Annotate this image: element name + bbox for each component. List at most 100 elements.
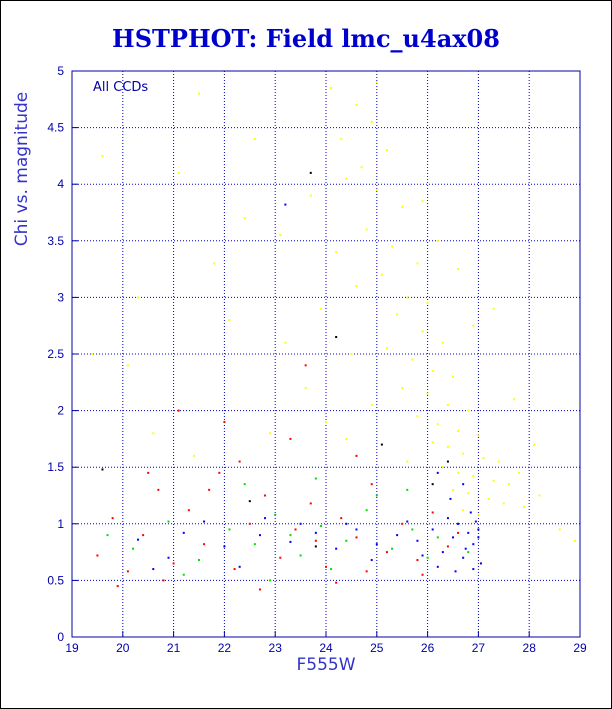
data-point-black (309, 171, 312, 174)
data-point-green (365, 509, 368, 512)
data-point-green (391, 547, 394, 550)
data-point-red (340, 517, 343, 520)
y-tick-label: 3 (57, 290, 64, 304)
data-point-yellow (91, 353, 94, 355)
data-point-blue (335, 547, 338, 550)
data-point-blue (167, 556, 170, 559)
data-point-green (228, 528, 231, 531)
data-point-yellow (126, 364, 129, 367)
data-point-yellow (279, 234, 282, 237)
data-point-green (131, 547, 134, 550)
data-point-red (126, 570, 129, 573)
data-point-yellow (457, 429, 460, 432)
data-point-yellow (360, 166, 363, 169)
x-tick-label: 22 (218, 641, 232, 655)
data-point-blue (203, 520, 206, 523)
y-tick-label: 1.5 (47, 460, 64, 474)
data-point-yellow (380, 273, 383, 276)
data-point-green (167, 520, 170, 523)
data-point-yellow (497, 460, 500, 463)
data-point-red (233, 568, 236, 571)
data-point-yellow (309, 194, 312, 197)
data-point-yellow (487, 497, 490, 500)
data-point-yellow (502, 502, 505, 505)
x-tick-label: 25 (370, 641, 384, 655)
data-point-black (101, 468, 104, 471)
data-point-red (187, 509, 190, 512)
y-tick-label: 3.5 (47, 234, 64, 248)
data-point-green (436, 536, 439, 539)
data-point-blue (223, 545, 226, 548)
data-point-blue (436, 471, 439, 474)
data-point-red (147, 471, 150, 474)
data-point-yellow (335, 251, 338, 254)
data-point-blue (469, 511, 472, 514)
data-point-blue (449, 497, 452, 500)
data-point-yellow (457, 471, 460, 474)
data-point-red (223, 420, 226, 423)
data-point-blue (472, 568, 475, 571)
data-point-blue (477, 536, 480, 539)
y-tick-label: 2 (57, 404, 64, 418)
data-point-red (370, 483, 373, 486)
x-tick-label: 20 (116, 641, 130, 655)
data-point-yellow (253, 137, 256, 140)
data-point-red (431, 511, 434, 514)
data-point-blue (396, 534, 399, 537)
data-point-red (238, 460, 241, 463)
data-point-yellow (431, 369, 434, 372)
data-point-yellow (472, 475, 475, 478)
data-point-yellow (355, 285, 358, 288)
data-point-blue (264, 517, 267, 520)
data-point-blue (375, 543, 378, 546)
data-point-blue (238, 565, 241, 568)
data-point-yellow (421, 330, 424, 333)
y-tick-label: 4.5 (47, 121, 64, 135)
x-tick-label: 24 (319, 641, 333, 655)
x-tick-label: 28 (523, 641, 537, 655)
data-point-yellow (345, 437, 348, 440)
data-point-red (325, 565, 327, 568)
data-point-red (96, 554, 99, 557)
data-point-yellow (411, 358, 414, 361)
data-point-yellow (319, 307, 322, 310)
data-point-green (426, 556, 429, 559)
data-point-yellow (365, 228, 368, 231)
data-point-yellow (401, 205, 404, 208)
y-axis-title: Chi vs. magnitude (12, 92, 32, 246)
data-point-yellow (370, 120, 373, 123)
data-point-green (243, 483, 246, 486)
data-point-green (319, 525, 322, 528)
data-point-blue (462, 483, 465, 486)
data-point-yellow (228, 319, 231, 322)
data-point-yellow (375, 188, 378, 191)
data-point-black (380, 443, 383, 446)
data-point-blue (441, 551, 444, 554)
data-point-red (294, 528, 297, 531)
data-point-yellow (436, 423, 439, 426)
data-point-yellow (441, 466, 444, 469)
data-point-yellow (325, 420, 327, 423)
data-point-blue (137, 538, 140, 541)
data-point-yellow (436, 239, 439, 242)
data-point-black (431, 483, 434, 486)
x-tick-label: 29 (573, 641, 587, 655)
data-point-green (253, 543, 256, 546)
data-point-green (406, 488, 409, 491)
data-point-blue (479, 562, 482, 565)
data-point-red (208, 488, 211, 491)
data-point-yellow (416, 262, 419, 265)
data-point-red (116, 585, 119, 588)
data-point-yellow (177, 171, 180, 174)
data-point-red (385, 551, 388, 554)
data-point-green (314, 477, 317, 480)
data-point-yellow (213, 262, 216, 265)
data-point-yellow (492, 479, 495, 482)
data-point-blue (370, 559, 373, 562)
data-point-red (258, 588, 261, 591)
data-point-blue (477, 528, 480, 531)
y-tick-label: 4 (57, 177, 64, 191)
data-point-blue (464, 547, 467, 550)
data-point-red (157, 488, 160, 491)
data-point-blue (457, 522, 460, 525)
